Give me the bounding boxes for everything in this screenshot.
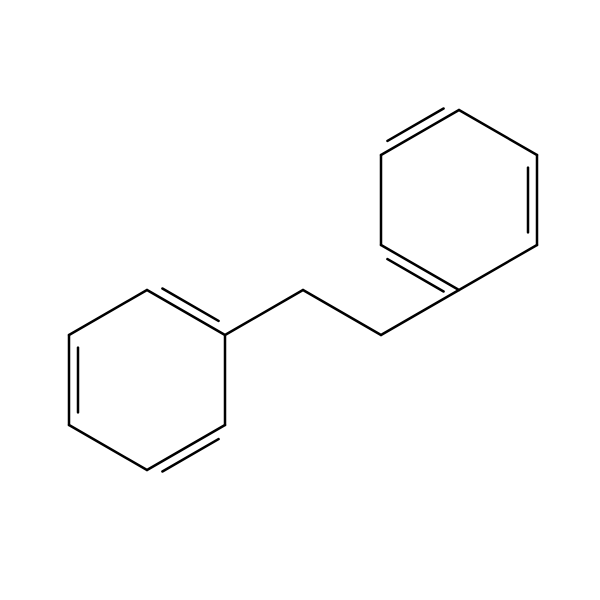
bond-line — [381, 245, 459, 290]
bond-line — [303, 290, 381, 335]
bond-line — [225, 290, 303, 335]
bond-line — [381, 290, 459, 335]
bond-line — [459, 110, 537, 155]
molecule-diagram — [0, 0, 600, 600]
bond-line — [147, 425, 225, 470]
bond-line — [147, 290, 225, 335]
bond-line — [459, 245, 537, 290]
bond-line — [69, 425, 147, 470]
bond-line — [381, 110, 459, 155]
bond-line — [69, 290, 147, 335]
